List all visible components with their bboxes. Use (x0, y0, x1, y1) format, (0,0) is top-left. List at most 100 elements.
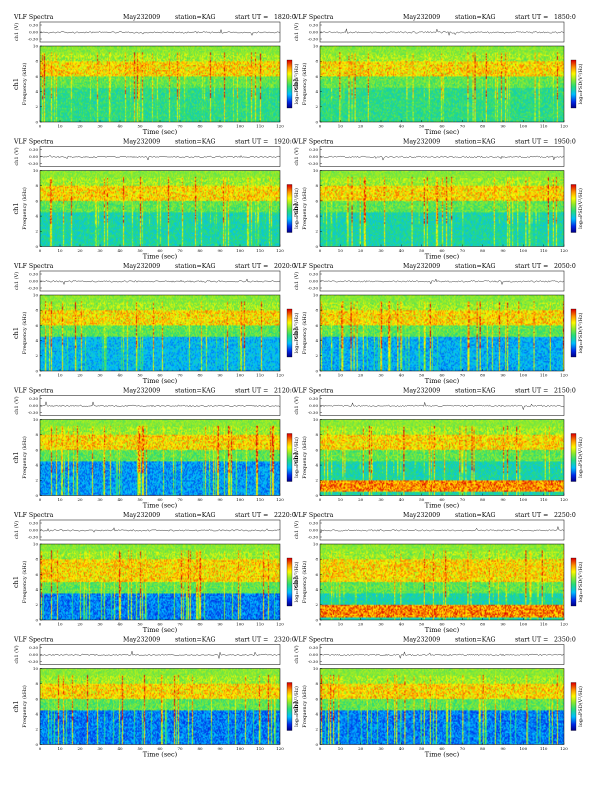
freq-tick-label: 6 (315, 447, 318, 452)
channel-label: ch1 (292, 327, 300, 339)
time-tick-label: 0 (319, 248, 322, 253)
time-tick-label: 10 (338, 746, 344, 751)
amplitude-tick-label: 0.30 (309, 147, 318, 152)
panel-header-start-ut: 2220:0 (274, 512, 296, 519)
time-tick-label: 50 (419, 124, 425, 129)
frequency-axis-label: Frequency (kHz) (21, 685, 28, 728)
time-tick-label: 100 (236, 497, 244, 502)
time-tick-label: 100 (520, 622, 528, 627)
panel-header-title: VLF Spectra (293, 14, 334, 21)
time-tick-label: 60 (157, 124, 163, 129)
time-tick-label: 120 (560, 497, 568, 502)
panel-header-start-ut: 2350:0 (554, 637, 576, 644)
panel-header-station: station=KAG (455, 512, 496, 519)
time-tick-label: 70 (177, 622, 183, 627)
time-tick-label: 10 (57, 373, 63, 378)
amplitude-trace (39, 527, 281, 533)
freq-tick-label: 10 (313, 292, 319, 297)
amplitude-tick-label: -0.30 (308, 534, 319, 539)
channel-label: ch1 (12, 576, 20, 588)
time-tick-label: 40 (399, 746, 405, 751)
time-tick-label: 80 (480, 124, 486, 129)
time-tick-label: 70 (177, 373, 183, 378)
panel-header-date: May232009 (123, 388, 160, 395)
freq-tick-label: 4 (315, 587, 318, 592)
time-tick-label: 0 (39, 746, 42, 751)
time-tick-label: 110 (540, 497, 548, 502)
time-tick-label: 70 (460, 622, 466, 627)
amplitude-tick-label: -0.30 (308, 410, 319, 415)
colorbar-frame (570, 184, 577, 233)
time-tick-label: 30 (97, 622, 103, 627)
colorbar-gradient (571, 184, 576, 233)
colorbar-gradient (287, 558, 292, 606)
panel-header-start-ut: 1850:0 (554, 14, 576, 21)
panel-header-title: VLF Spectra (13, 139, 54, 146)
time-tick-label: 120 (276, 746, 284, 751)
freq-tick-label: 8 (35, 59, 38, 64)
time-tick-label: 0 (39, 622, 42, 627)
freq-tick-label: 6 (35, 696, 38, 701)
colorbar-frame (286, 59, 293, 109)
time-tick-label: 100 (236, 373, 244, 378)
freq-tick-label: 6 (315, 572, 318, 577)
amplitude-tick-label: 0.30 (29, 22, 38, 27)
amplitude-tick-label: -0.30 (308, 36, 319, 41)
time-tick-label: 110 (540, 746, 548, 751)
freq-tick-label: 8 (315, 681, 318, 686)
colorbar-gradient (571, 558, 576, 606)
channel-label: ch1 (12, 203, 20, 215)
time-tick-label: 40 (117, 622, 123, 627)
freq-tick-label: 0 (315, 244, 318, 249)
time-tick-label: 70 (460, 497, 466, 502)
freq-tick-label: 2 (35, 478, 38, 483)
amplitude-tick-label: -0.30 (308, 659, 319, 664)
freq-tick-label: 2 (35, 104, 38, 109)
panel-header-start-label: start UT = (515, 14, 548, 21)
freq-tick-label: 2 (35, 229, 38, 234)
time-tick-label: 20 (77, 124, 83, 129)
freq-tick-label: 6 (35, 572, 38, 577)
time-tick-label: 90 (500, 622, 506, 627)
colorbar-label: log₁₀PSD(V²/Hz) (577, 64, 584, 105)
freq-tick-label: 4 (315, 89, 318, 94)
colorbar-frame (570, 59, 577, 109)
channel-label: ch1 (292, 452, 300, 464)
amplitude-tick-label: -0.30 (28, 410, 39, 415)
freq-tick-label: 10 (313, 666, 319, 671)
time-tick-label: 90 (500, 497, 506, 502)
amplitude-trace (39, 278, 281, 285)
time-tick-label: 40 (399, 622, 405, 627)
time-tick-label: 10 (57, 248, 63, 253)
freq-tick-label: 0 (315, 742, 318, 747)
freq-tick-label: 8 (35, 183, 38, 188)
time-tick-label: 60 (439, 622, 445, 627)
panel-header-date: May232009 (123, 512, 160, 519)
time-tick-label: 120 (560, 124, 568, 129)
time-tick-label: 40 (117, 746, 123, 751)
time-tick-label: 80 (480, 248, 486, 253)
freq-tick-label: 4 (315, 463, 318, 468)
colorbar-frame (286, 308, 293, 358)
time-axis-label: Time (sec) (143, 253, 178, 261)
amplitude-axis-label: ch1 (V) (293, 521, 300, 539)
panel-header-station: station=KAG (455, 637, 496, 644)
time-tick-label: 120 (560, 373, 568, 378)
panel-header-station: station=KAG (455, 263, 496, 270)
amplitude-strip-frame (319, 270, 565, 292)
time-tick-label: 0 (319, 497, 322, 502)
freq-tick-label: 8 (315, 59, 318, 64)
panel-header-date: May232009 (403, 139, 440, 146)
time-tick-label: 70 (460, 373, 466, 378)
time-tick-label: 60 (157, 373, 163, 378)
colorbar-label: log₁₀PSD(V²/Hz) (293, 686, 300, 727)
colorbar-frame (570, 682, 577, 731)
spectrogram-panel-2020:0: VLF Spectra May232009 station=KAG start UT … (12, 263, 300, 385)
time-axis-label: Time (sec) (143, 128, 178, 136)
time-tick-label: 90 (500, 746, 506, 751)
amplitude-trace (319, 28, 565, 37)
time-tick-label: 80 (480, 497, 486, 502)
time-tick-label: 50 (137, 497, 143, 502)
freq-tick-label: 4 (35, 89, 38, 94)
amplitude-tick-label: 0.30 (29, 396, 38, 401)
